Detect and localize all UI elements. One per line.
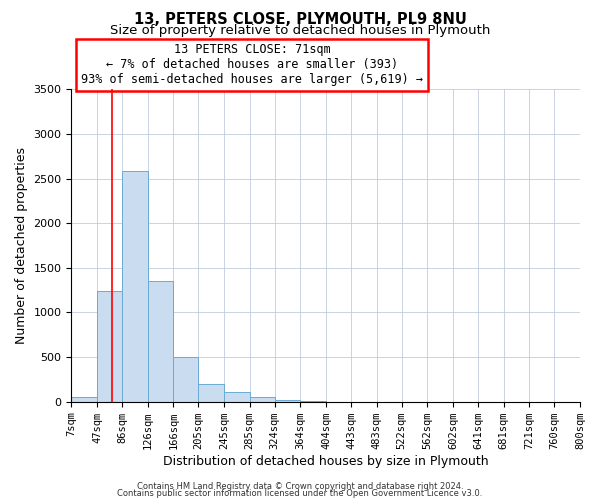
Bar bbox=[199, 384, 224, 402]
Y-axis label: Number of detached properties: Number of detached properties bbox=[15, 147, 28, 344]
Text: 13, PETERS CLOSE, PLYMOUTH, PL9 8NU: 13, PETERS CLOSE, PLYMOUTH, PL9 8NU bbox=[134, 12, 466, 28]
X-axis label: Distribution of detached houses by size in Plymouth: Distribution of detached houses by size … bbox=[163, 454, 488, 468]
Bar bbox=[250, 398, 275, 402]
Text: Contains public sector information licensed under the Open Government Licence v3: Contains public sector information licen… bbox=[118, 489, 482, 498]
Bar bbox=[71, 398, 97, 402]
Bar bbox=[97, 291, 122, 402]
Text: 13 PETERS CLOSE: 71sqm
← 7% of detached houses are smaller (393)
93% of semi-det: 13 PETERS CLOSE: 71sqm ← 7% of detached … bbox=[81, 43, 423, 86]
Bar bbox=[148, 281, 173, 402]
Bar bbox=[173, 357, 199, 402]
Text: Size of property relative to detached houses in Plymouth: Size of property relative to detached ho… bbox=[110, 24, 490, 37]
Bar bbox=[122, 172, 148, 402]
Bar bbox=[275, 400, 301, 402]
Text: Contains HM Land Registry data © Crown copyright and database right 2024.: Contains HM Land Registry data © Crown c… bbox=[137, 482, 463, 491]
Bar bbox=[224, 392, 250, 402]
